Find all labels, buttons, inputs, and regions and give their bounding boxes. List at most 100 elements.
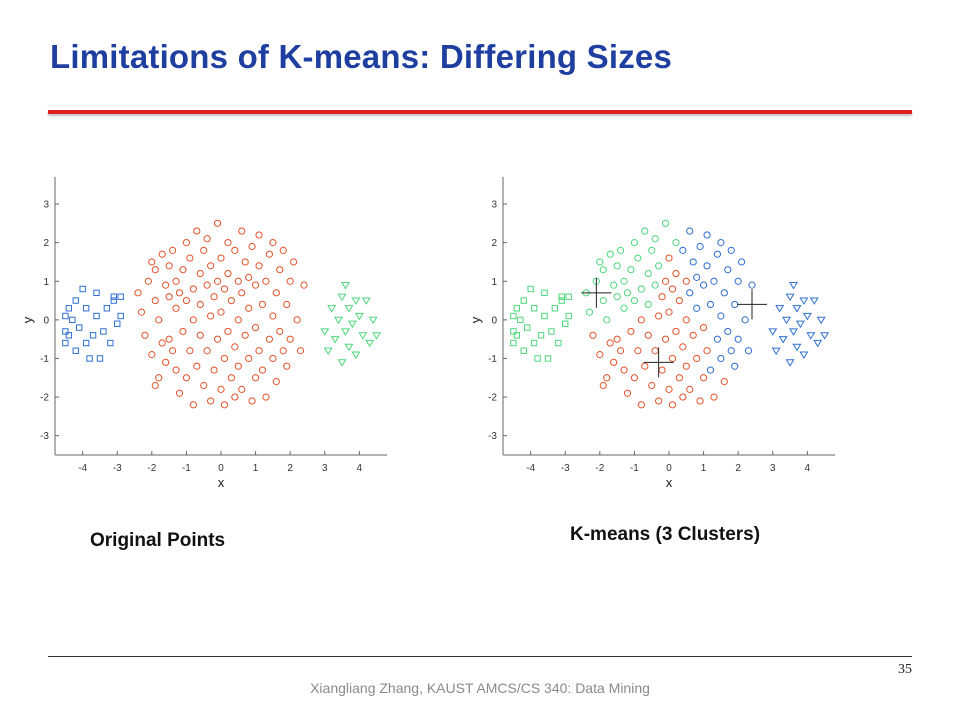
data-point-circle [682,277,690,285]
data-point-circle [231,246,239,254]
data-point-circle [213,335,222,343]
data-point-triangle [778,336,788,344]
data-point-circle [286,335,294,343]
x-axis-label: x [218,475,225,490]
data-point-circle [606,250,614,258]
data-point-circle [734,277,742,285]
data-point-circle [699,323,708,332]
data-point-circle [248,397,256,405]
data-point-circle [616,347,625,355]
data-point-square [114,320,121,327]
data-point-circle [661,335,670,343]
data-point-circle [168,246,177,254]
data-point-circle [623,289,632,297]
data-point-circle [623,389,632,397]
data-point-circle [189,316,197,324]
data-point-circle [724,266,732,274]
data-point-circle [696,242,704,251]
data-point-circle [658,366,666,374]
data-point-square [86,355,93,362]
data-point-circle [234,362,242,370]
data-point-circle [217,254,225,262]
data-point-circle [637,316,645,324]
data-point-triangle [351,351,361,359]
data-point-circle [699,374,708,382]
y-axis-label: y [468,316,483,323]
data-point-circle [182,239,191,247]
data-point-square [548,328,555,335]
data-point-circle [158,339,166,347]
data-point-triangle [344,343,354,352]
data-point-circle [245,354,253,363]
data-point-square [551,305,559,312]
data-point-circle [610,281,618,289]
y-tick-label: 3 [43,200,49,211]
x-tick-label: -2 [595,463,604,474]
data-point-circle [648,381,656,390]
data-point-circle [613,293,621,301]
y-axis-label: y [20,316,35,323]
data-point-circle [137,308,146,316]
data-point-circle [717,239,725,247]
data-point-circle [655,397,663,405]
data-point-circle [224,327,232,336]
data-point-circle [220,285,229,293]
data-point-circle [651,347,659,355]
data-point-circle [693,304,701,312]
data-point-circle [217,385,225,393]
data-point-circle [207,262,215,270]
data-point-circle [675,374,683,382]
data-point-triangle [344,305,354,313]
footer-rule [48,656,912,657]
data-point-circle [165,262,173,270]
x-tick-label: 0 [218,463,224,474]
data-point-circle [148,258,156,266]
data-point-circle [620,277,628,285]
data-point-circle [634,347,642,355]
data-point-circle [255,262,263,270]
data-point-circle [596,258,604,266]
data-point-triangle [334,316,344,325]
data-point-triangle [330,336,340,344]
data-point-circle [272,378,280,386]
data-point-circle [741,316,749,324]
data-point-circle [686,227,694,235]
x-tick-label: -3 [113,463,122,474]
data-point-circle [596,351,604,359]
data-point-circle [255,231,263,239]
data-point-square [520,297,527,304]
data-point-circle [234,277,242,285]
data-point-square [510,339,517,347]
data-point-square [62,312,69,320]
data-point-circle [290,258,298,266]
data-point-circle [637,285,645,293]
scatter-plot-svg: -4 -3 -2 -1 0 1 2 3 4 3 2 1 0 -1 -2 -3 x y [468,177,835,490]
data-point-triangle [320,328,330,336]
data-point-circle [245,304,253,312]
data-point-triangle [789,282,798,290]
data-point-circle [224,239,232,247]
data-point-circle [207,312,215,320]
data-point-circle [703,262,711,270]
data-point-circle [731,362,739,370]
data-point-circle [731,300,739,309]
data-point-circle [693,354,701,363]
data-point-circle [727,347,735,355]
data-point-circle [616,246,625,254]
data-point-circle [262,277,270,285]
data-point-circle [693,273,701,281]
data-point-circle [151,381,159,390]
data-point-circle [689,258,697,266]
data-point-square [534,355,541,362]
data-point-circle [655,312,663,320]
data-point-triangle [337,359,347,367]
data-point-triangle [806,332,816,340]
data-point-circle [689,331,697,339]
data-point-square [117,312,124,320]
data-point-circle [251,374,260,382]
data-point-circle [258,300,267,309]
data-point-circle [668,354,677,363]
data-point-circle [713,250,722,258]
data-point-circle [213,219,222,227]
data-point-circle [738,258,746,266]
